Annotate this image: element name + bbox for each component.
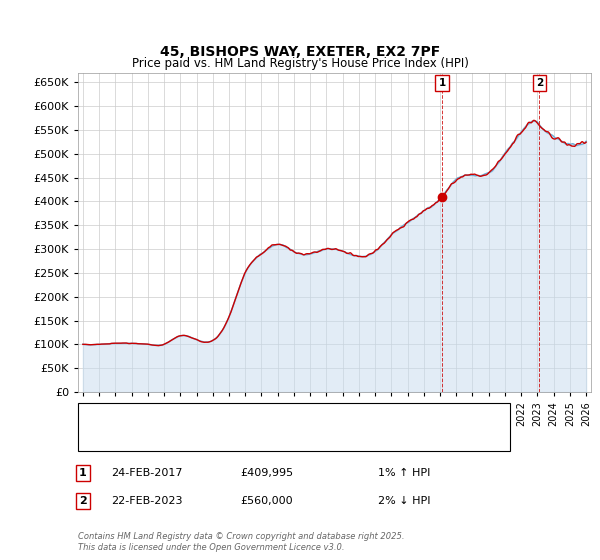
Text: 2: 2 (536, 78, 543, 88)
Text: 45, BISHOPS WAY, EXETER, EX2 7PF (detached house): 45, BISHOPS WAY, EXETER, EX2 7PF (detach… (117, 412, 398, 422)
Text: 1% ↑ HPI: 1% ↑ HPI (378, 468, 430, 478)
Text: £409,995: £409,995 (240, 468, 293, 478)
Text: 2% ↓ HPI: 2% ↓ HPI (378, 496, 431, 506)
Text: 1: 1 (79, 468, 86, 478)
Text: 2: 2 (79, 496, 86, 506)
Text: Contains HM Land Registry data © Crown copyright and database right 2025.
This d: Contains HM Land Registry data © Crown c… (78, 532, 404, 552)
Text: 22-FEB-2023: 22-FEB-2023 (111, 496, 182, 506)
Text: £560,000: £560,000 (240, 496, 293, 506)
Text: 45, BISHOPS WAY, EXETER, EX2 7PF: 45, BISHOPS WAY, EXETER, EX2 7PF (160, 45, 440, 59)
Text: Price paid vs. HM Land Registry's House Price Index (HPI): Price paid vs. HM Land Registry's House … (131, 57, 469, 70)
Text: HPI: Average price, detached house, Exeter: HPI: Average price, detached house, Exet… (117, 432, 343, 442)
Text: 1: 1 (439, 78, 446, 88)
Text: 24-FEB-2017: 24-FEB-2017 (111, 468, 182, 478)
